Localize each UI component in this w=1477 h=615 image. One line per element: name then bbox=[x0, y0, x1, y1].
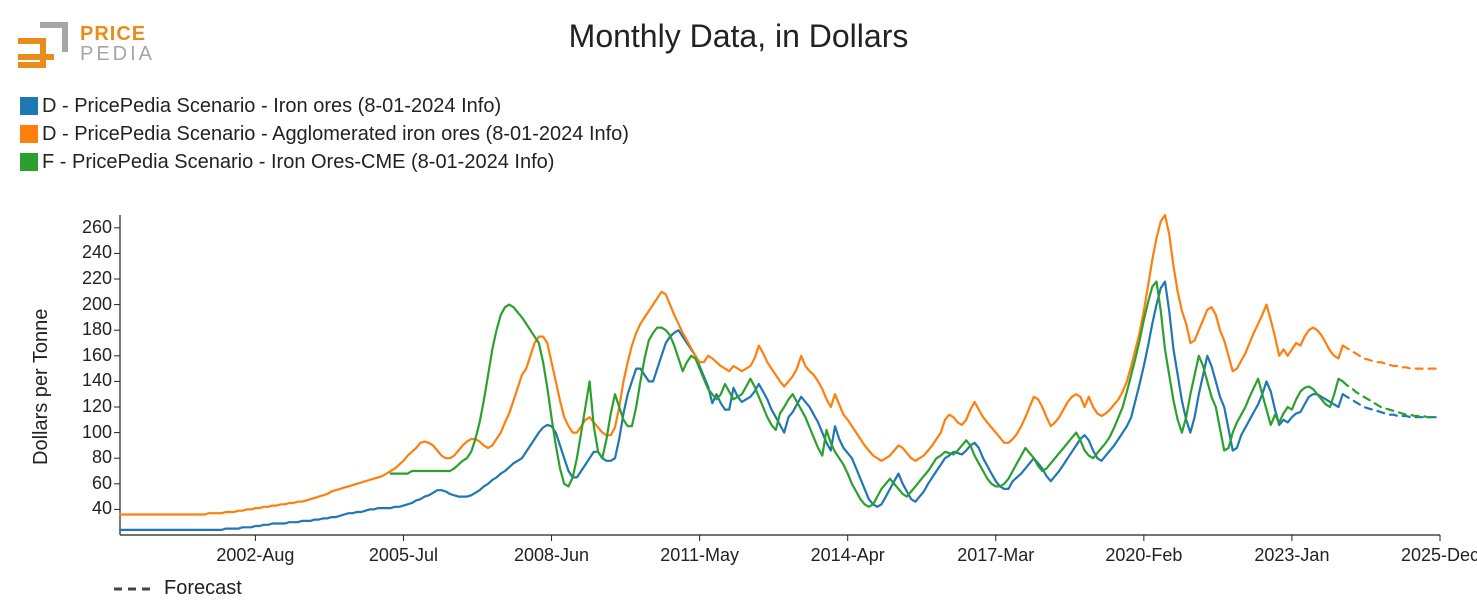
y-tick-label: 200 bbox=[62, 294, 112, 315]
series-agglomerated bbox=[120, 215, 1343, 515]
x-tick-label: 2002-Aug bbox=[200, 545, 310, 566]
y-tick-label: 140 bbox=[62, 370, 112, 391]
legend-swatch bbox=[20, 97, 38, 115]
y-tick-label: 40 bbox=[62, 498, 112, 519]
y-tick-label: 220 bbox=[62, 268, 112, 289]
x-tick-label: 2005-Jul bbox=[348, 545, 458, 566]
forecast-legend: Forecast bbox=[110, 577, 242, 600]
y-tick-label: 80 bbox=[62, 447, 112, 468]
x-tick-label: 2017-Mar bbox=[941, 545, 1051, 566]
chart-container: PRICE PEDIA Monthly Data, in Dollars D -… bbox=[0, 0, 1477, 615]
legend-label: D - PricePedia Scenario - Iron ores (8-0… bbox=[42, 92, 501, 120]
legend-item: D - PricePedia Scenario - Agglomerated i… bbox=[20, 120, 629, 148]
y-tick-label: 240 bbox=[62, 242, 112, 263]
line-chart bbox=[120, 215, 1440, 535]
x-tick-label: 2023-Jan bbox=[1237, 545, 1347, 566]
x-tick-label: 2008-Jun bbox=[497, 545, 607, 566]
legend-swatch bbox=[20, 153, 38, 171]
legend-item: D - PricePedia Scenario - Iron ores (8-0… bbox=[20, 92, 629, 120]
x-tick-label: 2025-Dec bbox=[1385, 545, 1477, 566]
chart-title: Monthly Data, in Dollars bbox=[0, 18, 1477, 55]
series-agglomerated-forecast bbox=[1343, 346, 1436, 369]
legend-label: F - PricePedia Scenario - Iron Ores-CME … bbox=[42, 148, 554, 176]
series-iron_ores-forecast bbox=[1343, 394, 1436, 417]
y-tick-label: 100 bbox=[62, 422, 112, 443]
legend-swatch bbox=[20, 125, 38, 143]
series-iron_ores bbox=[120, 282, 1343, 530]
legend-item: F - PricePedia Scenario - Iron Ores-CME … bbox=[20, 148, 629, 176]
y-tick-label: 120 bbox=[62, 396, 112, 417]
legend: D - PricePedia Scenario - Iron ores (8-0… bbox=[20, 92, 629, 176]
forecast-dash-icon bbox=[110, 579, 158, 599]
y-tick-label: 260 bbox=[62, 217, 112, 238]
y-tick-label: 160 bbox=[62, 345, 112, 366]
y-tick-label: 60 bbox=[62, 473, 112, 494]
y-axis-label: Dollars per Tonne bbox=[30, 308, 53, 464]
x-tick-label: 2011-May bbox=[645, 545, 755, 566]
y-tick-label: 180 bbox=[62, 319, 112, 340]
header: PRICE PEDIA Monthly Data, in Dollars bbox=[0, 0, 1477, 80]
forecast-label: Forecast bbox=[164, 577, 242, 600]
x-tick-label: 2020-Feb bbox=[1089, 545, 1199, 566]
series-cme-forecast bbox=[1343, 381, 1436, 417]
legend-label: D - PricePedia Scenario - Agglomerated i… bbox=[42, 120, 629, 148]
x-tick-label: 2014-Apr bbox=[793, 545, 903, 566]
